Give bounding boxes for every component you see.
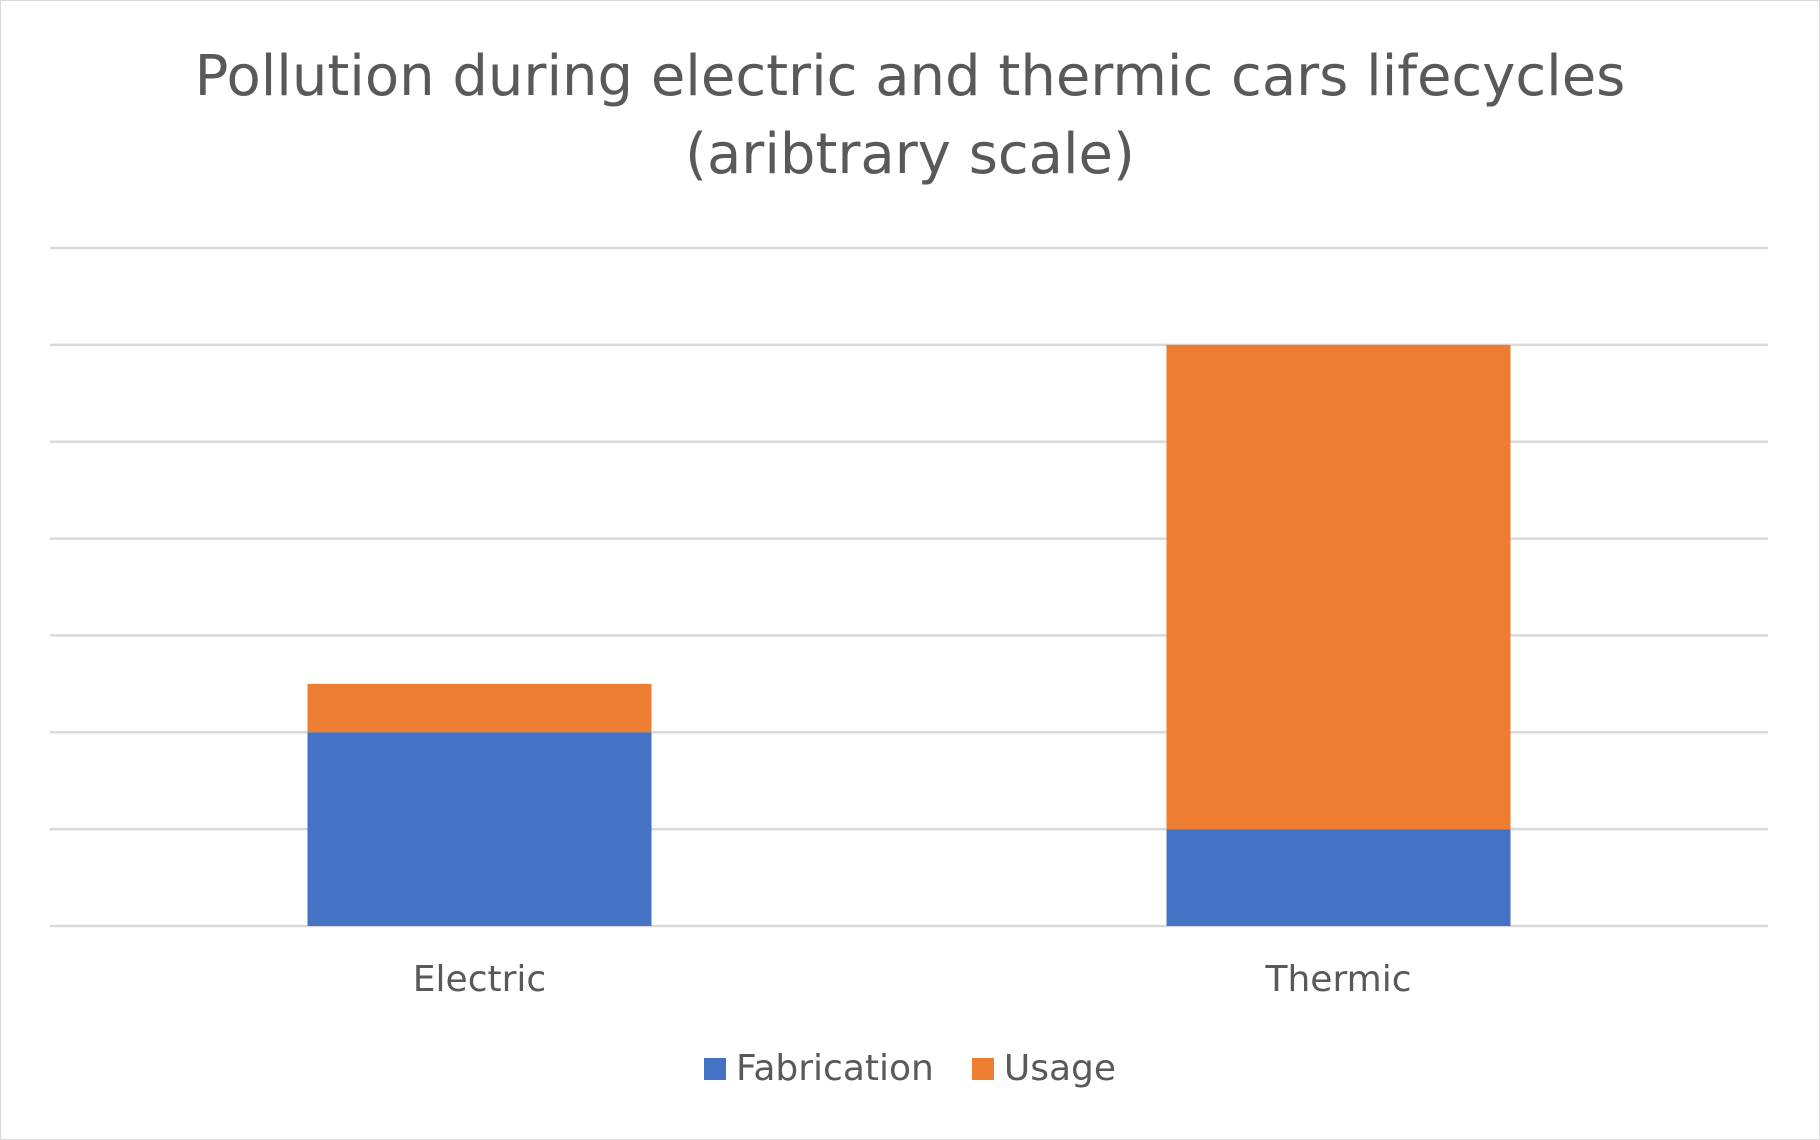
chart-title: Pollution during electric and thermic ca… xyxy=(0,38,1820,194)
x-tick-label: Thermic xyxy=(1265,959,1412,1000)
legend-item-usage: Usage xyxy=(971,1048,1117,1089)
legend-label: Usage xyxy=(1003,1048,1117,1089)
chart-legend: Fabrication Usage xyxy=(0,1048,1820,1089)
bar-fabrication-thermic xyxy=(1166,829,1511,926)
legend-swatch xyxy=(971,1057,994,1080)
bar-usage-thermic xyxy=(1166,344,1511,830)
legend-item-fabrication: Fabrication xyxy=(703,1048,934,1089)
chart-subtitle: (aribtrary scale) xyxy=(685,122,1135,187)
chart-title-line: Pollution during electric and thermic ca… xyxy=(194,44,1626,109)
bar-fabrication-electric xyxy=(307,732,652,926)
x-tick-label: Electric xyxy=(413,959,546,1000)
legend-swatch xyxy=(703,1057,726,1080)
legend-label: Fabrication xyxy=(735,1048,934,1089)
bar-usage-electric xyxy=(307,683,652,733)
